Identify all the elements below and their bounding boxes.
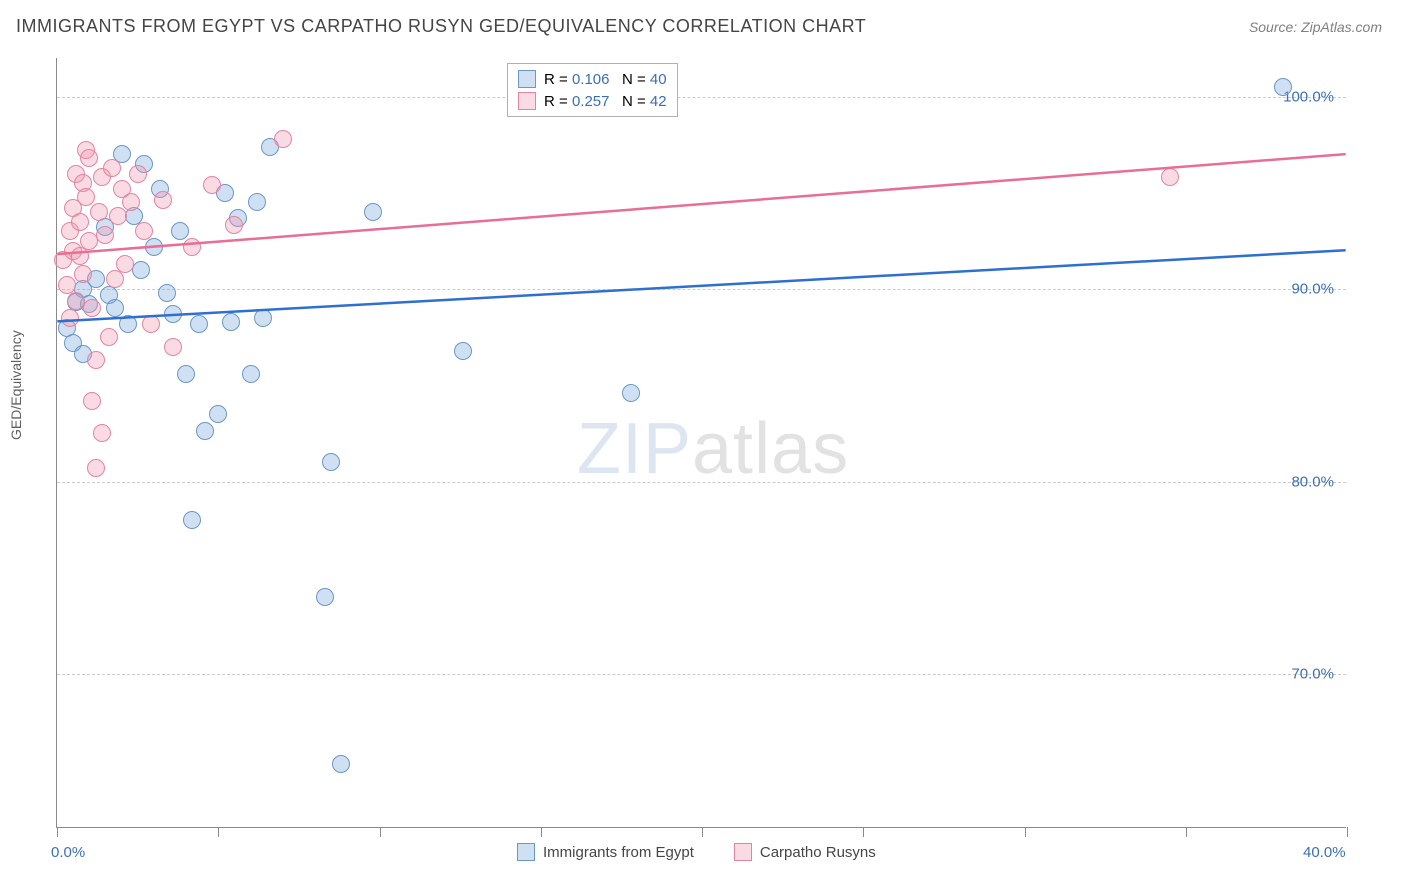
series-legend: Immigrants from Egypt Carpatho Rusyns [517,843,876,861]
data-point [274,130,292,148]
trend-lines [57,58,1346,827]
watermark-zip: ZIP [577,409,692,489]
legend-label: Carpatho Rusyns [760,844,876,861]
y-tick-label: 80.0% [1291,473,1334,490]
x-tick [1025,827,1026,837]
x-tick [863,827,864,837]
stats-legend-row: R = 0.257 N = 42 [518,90,667,112]
data-point [87,351,105,369]
x-tick-label: 40.0% [1303,844,1346,861]
data-point [183,511,201,529]
data-point [164,305,182,323]
data-point [122,193,140,211]
x-tick [380,827,381,837]
y-tick-label: 90.0% [1291,281,1334,298]
data-point [87,459,105,477]
stats-text: R = 0.106 N = 40 [544,71,667,88]
data-point [177,365,195,383]
data-point [316,588,334,606]
data-point [190,315,208,333]
data-point [225,216,243,234]
data-point [248,193,266,211]
x-tick [218,827,219,837]
gridline [57,482,1346,483]
data-point [454,342,472,360]
data-point [1274,78,1292,96]
y-tick-label: 100.0% [1283,88,1334,105]
data-point [196,422,214,440]
data-point [209,405,227,423]
data-point [116,255,134,273]
legend-swatch [518,70,536,88]
watermark-atlas: atlas [692,409,849,489]
data-point [61,309,79,327]
x-tick [1347,827,1348,837]
data-point [71,213,89,231]
legend-label: Immigrants from Egypt [543,844,694,861]
data-point [1161,168,1179,186]
legend-item: Carpatho Rusyns [734,843,876,861]
data-point [145,238,163,256]
data-point [96,226,114,244]
data-point [164,338,182,356]
y-tick-label: 70.0% [1291,666,1334,683]
data-point [77,188,95,206]
watermark: ZIPatlas [577,408,849,490]
data-point [71,247,89,265]
stats-text: R = 0.257 N = 42 [544,93,667,110]
trend-line [57,250,1345,321]
data-point [90,203,108,221]
legend-swatch [518,92,536,110]
source-label: Source: ZipAtlas.com [1249,19,1382,35]
data-point [242,365,260,383]
y-axis-label: GED/Equivalency [8,330,24,440]
data-point [332,755,350,773]
scatter-chart: ZIPatlas 70.0%80.0%90.0%100.0%0.0%40.0%R… [56,58,1346,828]
data-point [183,238,201,256]
x-tick [57,827,58,837]
data-point [132,261,150,279]
data-point [154,191,172,209]
data-point [129,165,147,183]
data-point [254,309,272,327]
chart-title: IMMIGRANTS FROM EGYPT VS CARPATHO RUSYN … [16,16,866,37]
data-point [83,392,101,410]
data-point [119,315,137,333]
data-point [222,313,240,331]
data-point [135,222,153,240]
data-point [83,299,101,317]
legend-swatch [517,843,535,861]
stats-legend: R = 0.106 N = 40 R = 0.257 N = 42 [507,63,678,117]
data-point [100,328,118,346]
data-point [171,222,189,240]
legend-item: Immigrants from Egypt [517,843,694,861]
data-point [158,284,176,302]
gridline [57,289,1346,290]
data-point [74,265,92,283]
data-point [142,315,160,333]
data-point [364,203,382,221]
data-point [203,176,221,194]
x-tick [702,827,703,837]
gridline [57,674,1346,675]
data-point [80,149,98,167]
stats-legend-row: R = 0.106 N = 40 [518,68,667,90]
data-point [322,453,340,471]
data-point [103,159,121,177]
x-tick [1186,827,1187,837]
data-point [622,384,640,402]
data-point [93,424,111,442]
x-tick-label: 0.0% [51,844,85,861]
legend-swatch [734,843,752,861]
gridline [57,97,1346,98]
x-tick [541,827,542,837]
data-point [106,299,124,317]
data-point [106,270,124,288]
data-point [109,207,127,225]
